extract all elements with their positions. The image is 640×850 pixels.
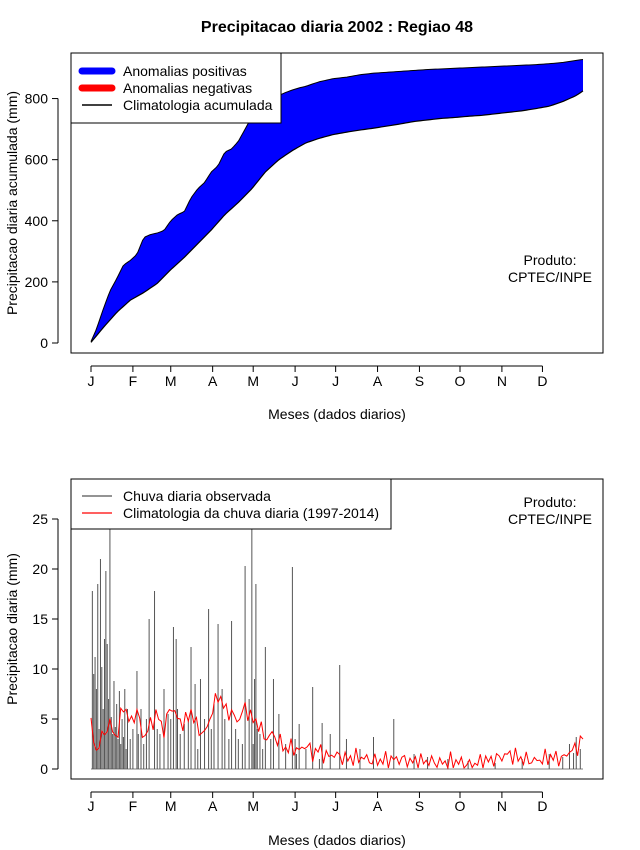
legend-label-observed: Chuva diaria observada [123,488,271,504]
positive-anomaly-area [91,59,583,343]
observed-cumulative-line [90,58,584,342]
daily-y-axis: 0 5 10 15 20 25 [32,511,59,777]
accumulated-plot-frame [70,52,604,354]
x-tick-label: D [537,798,547,814]
x-tick-label: D [537,373,547,389]
daily-product-label: Produto: [524,494,577,510]
daily-legend-box [70,478,392,530]
x-tick-label: S [415,373,424,389]
daily-product-source: CPTEC/INPE [508,511,592,527]
x-tick-label: M [165,798,177,814]
x-tick-label: J [292,373,299,389]
daily-ylabel: Precipitacao diaria (mm) [4,553,20,705]
x-tick-label: M [247,798,259,814]
x-tick-label: M [247,373,259,389]
y-tick-label: 0 [40,761,48,777]
y-tick-label: 0 [40,335,48,351]
y-tick-label: 15 [32,611,48,627]
x-tick-label: J [292,798,299,814]
accumulated-product-source: CPTEC/INPE [508,269,592,285]
x-tick-label: M [165,373,177,389]
legend-label-negative: Anomalias negativas [123,80,252,96]
accumulated-series [90,58,584,343]
x-tick-label: N [497,798,507,814]
climatology-cumulative-line [90,90,584,343]
x-tick-label: J [332,798,339,814]
y-tick-label: 5 [40,711,48,727]
accumulated-product-label: Produto: [524,252,577,268]
y-tick-label: 20 [32,561,48,577]
daily-climatology-line-group [90,693,584,770]
x-tick-label: F [129,798,138,814]
legend-label-clim-rain: Climatologia da chuva diaria (1997-2014) [123,505,379,521]
x-tick-label: A [373,798,383,814]
accumulated-ylabel: Precipitacao diaria acumulada (mm) [4,91,20,315]
y-tick-label: 600 [25,152,49,168]
daily-panel: 0 5 10 15 20 25 J F M A M J J A S O N D Precipitacao dia… [4,478,604,848]
y-tick-label: 800 [25,91,49,107]
climatology-daily-line [90,693,584,770]
daily-observed-bars [91,524,583,770]
x-tick-label: J [332,373,339,389]
y-tick-label: 400 [25,213,49,229]
x-tick-label: O [455,373,466,389]
x-tick-label: N [497,373,507,389]
x-tick-label: A [208,373,218,389]
x-tick-label: J [88,373,95,389]
chart-title: Precipitacao diaria 2002 : Regiao 48 [201,19,473,36]
x-tick-label: J [88,798,95,814]
x-tick-label: A [208,798,218,814]
x-tick-label: F [129,373,138,389]
y-tick-label: 25 [32,511,48,527]
accumulated-xlabel: Meses (dados diarios) [268,406,406,422]
accumulated-panel: 0 200 400 600 800 J F M A M J J A S O N D Precipitacao … [4,52,604,422]
accumulated-y-axis: 0 200 400 600 800 [25,91,59,351]
legend-label-climatology: Climatologia acumulada [123,97,273,113]
y-tick-label: 200 [25,274,49,290]
legend-label-positive: Anomalias positivas [123,63,247,79]
daily-xlabel: Meses (dados diarios) [268,832,406,848]
x-tick-label: S [415,798,424,814]
y-tick-label: 10 [32,661,48,677]
accumulated-legend: Anomalias positivas Anomalias negativas … [70,52,282,124]
daily-legend: Chuva diaria observada Climatologia da c… [70,478,392,530]
x-tick-label: O [455,798,466,814]
x-tick-label: A [373,373,383,389]
